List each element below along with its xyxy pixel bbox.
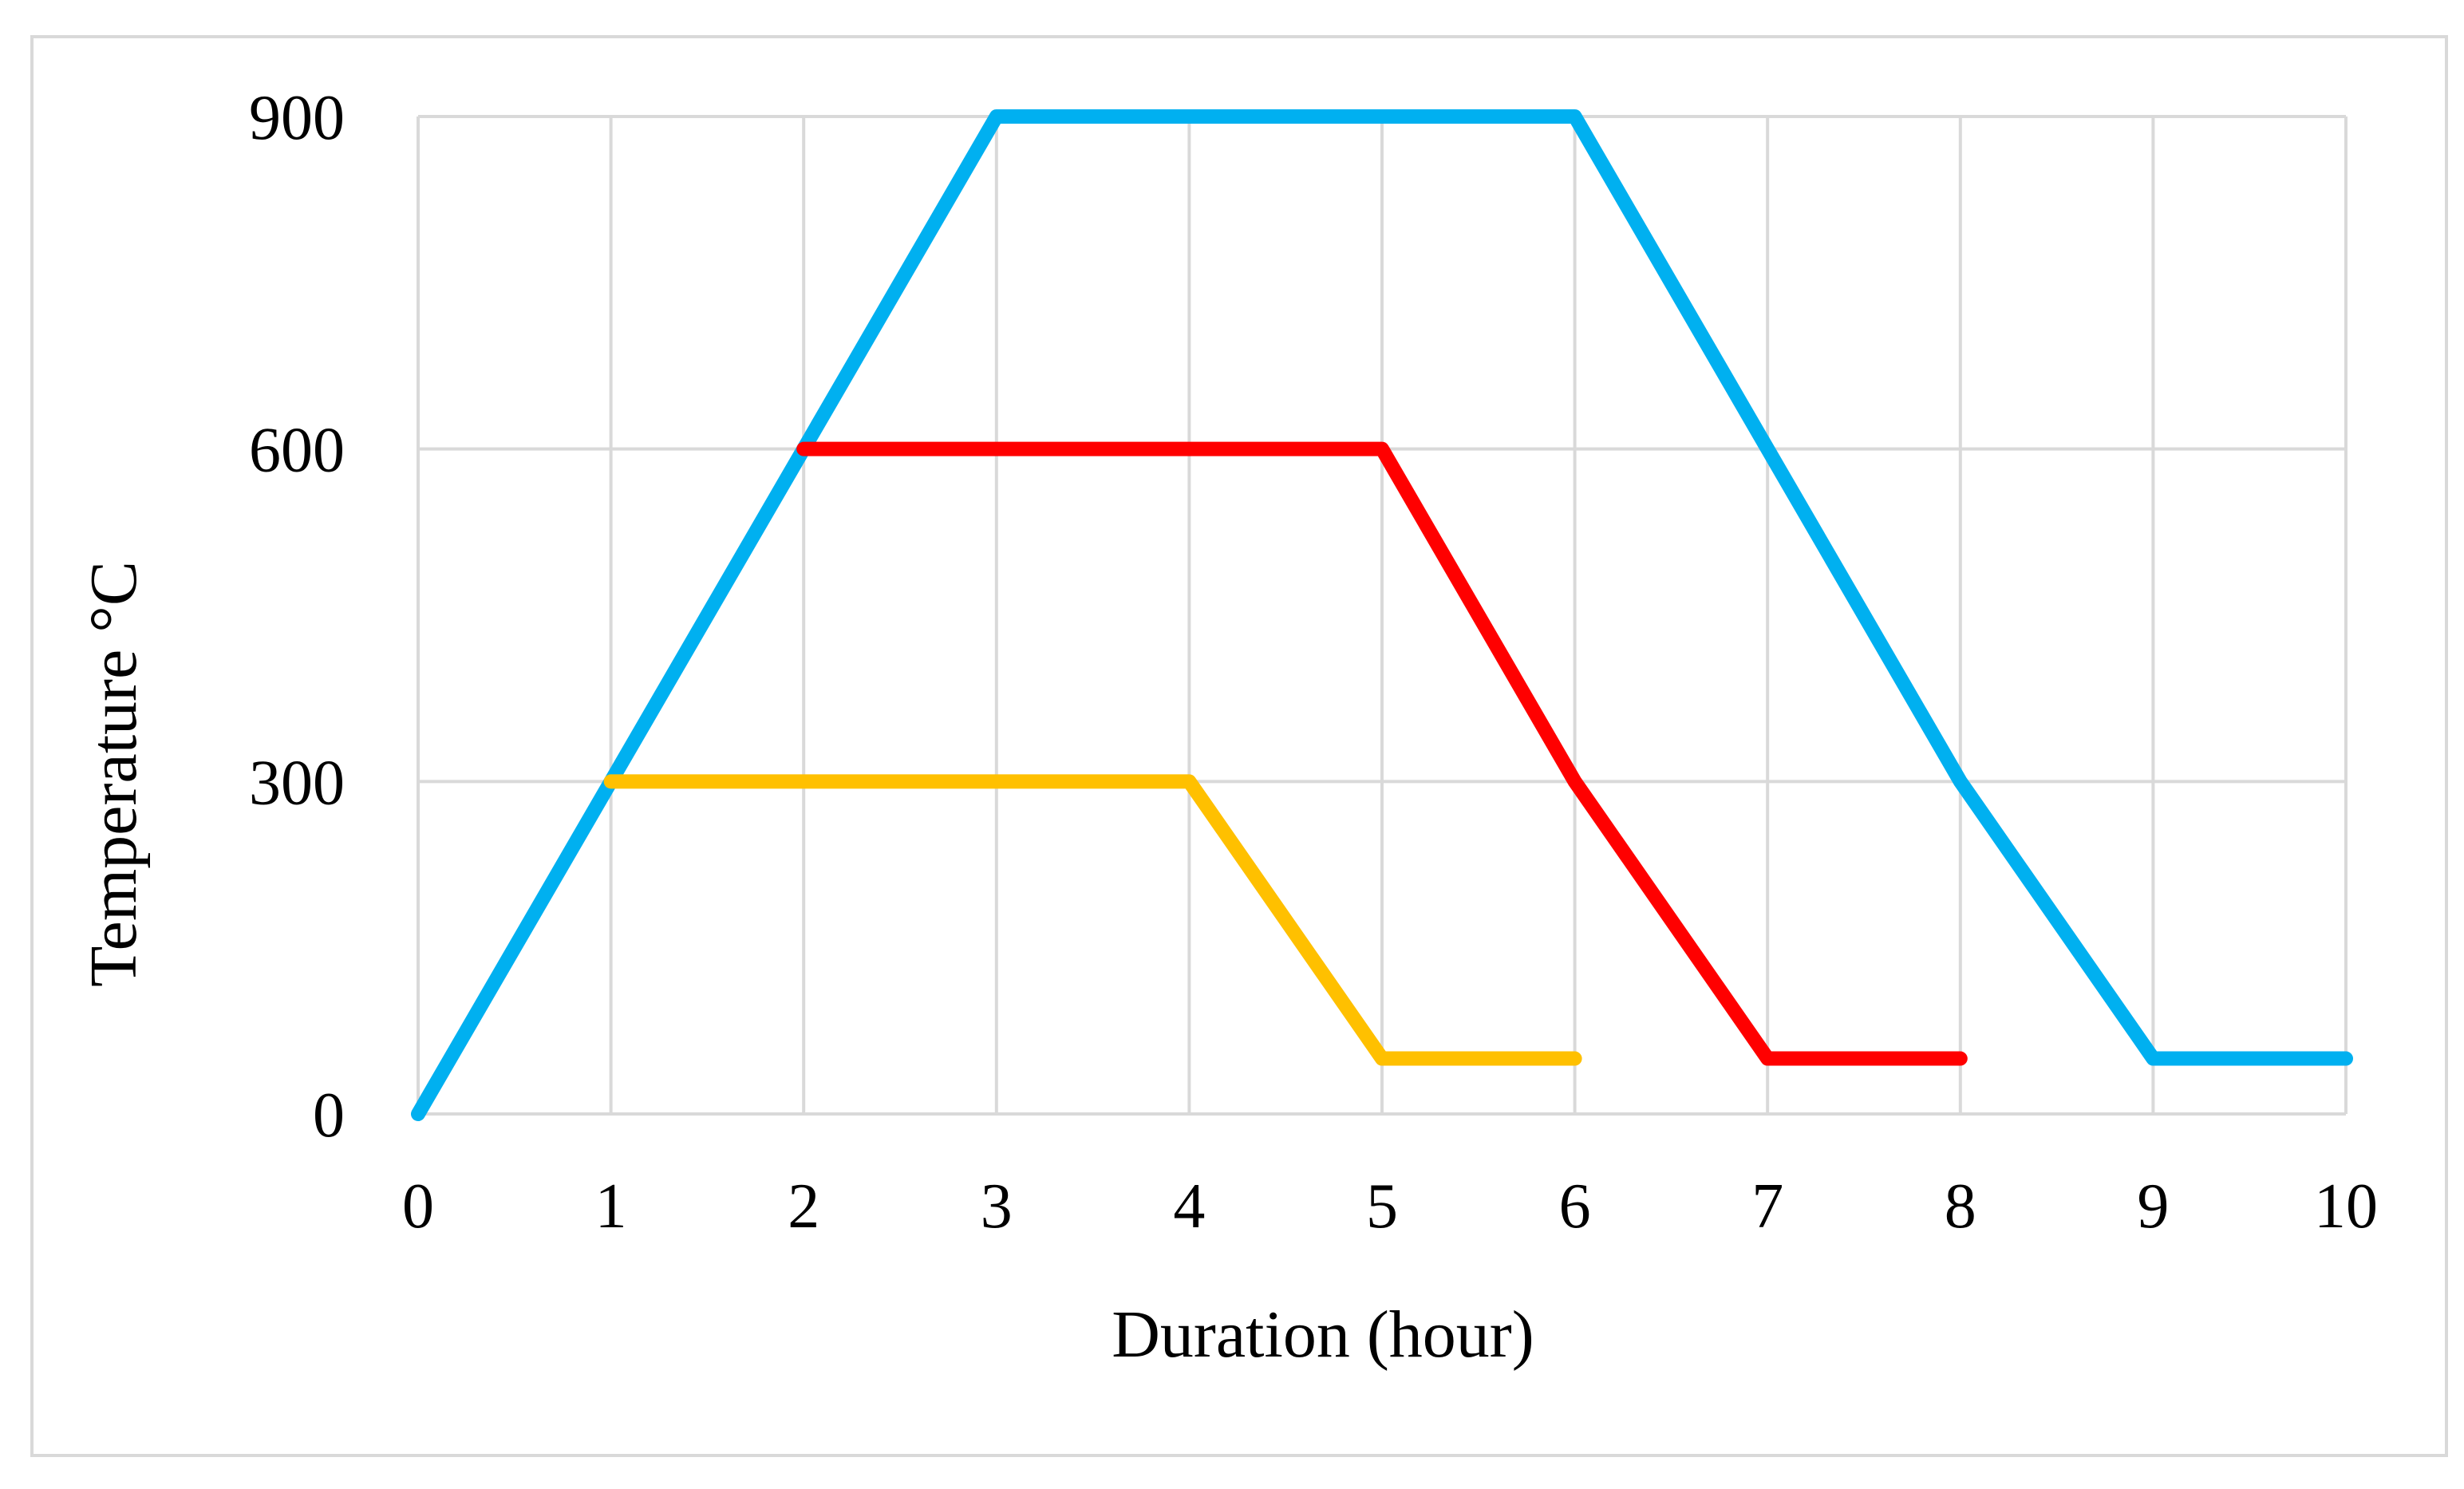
y-axis-title: Temperature °C (77, 561, 151, 987)
tick-labels: 0 1 2 3 4 5 6 7 8 9 10 0 300 600 900 (249, 83, 2378, 1242)
series-line-3 (603, 774, 1582, 1066)
series-line-2 (796, 441, 1968, 1066)
x-tick-label: 10 (2314, 1171, 2378, 1242)
x-tick-label: 7 (1751, 1171, 1783, 1242)
chart-frame (30, 35, 2448, 1457)
x-axis-title: Duration (hour) (1112, 1297, 1534, 1372)
x-tick-label: 6 (1559, 1171, 1591, 1242)
y-tick-label: 600 (249, 416, 345, 486)
x-tick-label: 3 (981, 1171, 1013, 1242)
x-tick-label: 5 (1366, 1171, 1398, 1242)
x-tick-label: 8 (1945, 1171, 1976, 1242)
x-tick-label: 4 (1173, 1171, 1205, 1242)
series-line-1 (411, 109, 2353, 1121)
x-tick-label: 9 (2137, 1171, 2169, 1242)
series-layer (411, 109, 2353, 1121)
x-tick-label: 1 (595, 1171, 627, 1242)
x-tick-label: 2 (788, 1171, 819, 1242)
y-tick-label: 0 (313, 1080, 345, 1151)
y-tick-label: 900 (249, 83, 345, 153)
y-tick-label: 300 (249, 748, 345, 818)
x-tick-label: 0 (402, 1171, 434, 1242)
